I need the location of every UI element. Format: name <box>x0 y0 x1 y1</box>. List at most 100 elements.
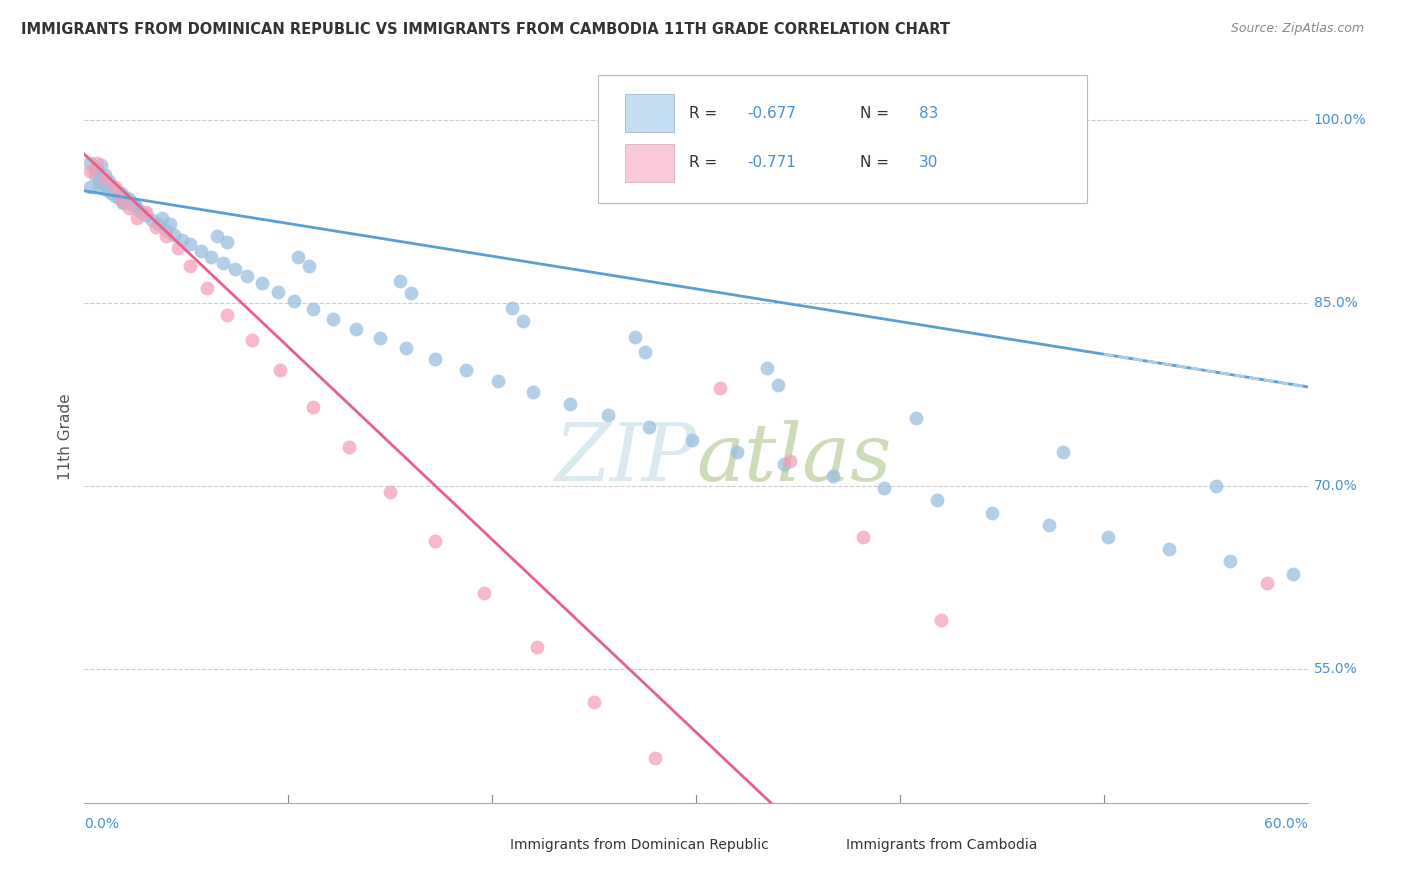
Point <box>368 331 391 345</box>
Point <box>124 198 146 212</box>
Point <box>96 183 118 197</box>
Point <box>167 241 190 255</box>
Point <box>190 244 212 258</box>
Point <box>709 381 731 395</box>
FancyBboxPatch shape <box>475 834 503 856</box>
Point <box>112 194 135 209</box>
Point <box>301 400 323 414</box>
Point <box>1219 554 1241 568</box>
Point <box>283 293 305 308</box>
Point <box>97 174 120 188</box>
Point <box>821 469 844 483</box>
Point <box>217 308 239 322</box>
FancyBboxPatch shape <box>598 75 1087 203</box>
FancyBboxPatch shape <box>626 144 673 182</box>
Point <box>779 454 801 468</box>
FancyBboxPatch shape <box>813 834 839 856</box>
Point <box>472 586 495 600</box>
Point <box>79 164 101 178</box>
Point <box>1052 444 1074 458</box>
Text: atlas: atlas <box>696 420 891 498</box>
Point <box>110 192 132 206</box>
Point <box>141 213 163 227</box>
Point <box>146 217 169 231</box>
Point <box>756 360 779 375</box>
Point <box>872 481 894 495</box>
Point <box>1256 576 1278 591</box>
Point <box>522 384 544 399</box>
Point <box>454 363 477 377</box>
Point <box>135 208 157 222</box>
Point <box>287 250 309 264</box>
Point <box>322 311 344 326</box>
Point <box>108 191 131 205</box>
Point <box>100 186 122 201</box>
FancyBboxPatch shape <box>626 94 673 132</box>
Point <box>1282 566 1305 581</box>
Text: -0.677: -0.677 <box>748 105 796 120</box>
Point <box>250 277 273 291</box>
Point <box>179 237 201 252</box>
Point <box>344 321 367 335</box>
Point <box>236 269 259 284</box>
Text: -0.771: -0.771 <box>748 155 796 170</box>
Point <box>681 433 703 447</box>
Point <box>558 397 581 411</box>
Point <box>399 286 422 301</box>
Point <box>339 440 361 454</box>
Point <box>118 201 141 215</box>
Point <box>110 186 132 201</box>
Text: 0.0%: 0.0% <box>84 817 120 831</box>
Point <box>91 177 114 191</box>
Point <box>83 168 105 182</box>
Point <box>423 533 446 548</box>
Point <box>224 261 246 276</box>
Text: 60.0%: 60.0% <box>1264 817 1308 831</box>
Point <box>93 171 115 186</box>
Point <box>200 250 222 264</box>
Point <box>122 198 145 212</box>
Point <box>512 314 534 328</box>
Point <box>101 180 124 194</box>
Point <box>486 374 509 388</box>
Point <box>135 204 157 219</box>
Point <box>159 217 181 231</box>
Point <box>90 158 112 172</box>
Point <box>624 330 647 344</box>
Point <box>526 640 548 654</box>
Y-axis label: 11th Grade: 11th Grade <box>58 393 73 481</box>
Point <box>772 457 794 471</box>
Point <box>766 377 789 392</box>
Text: 100.0%: 100.0% <box>1313 113 1367 128</box>
Point <box>87 174 110 188</box>
Point <box>155 223 177 237</box>
Point <box>145 220 167 235</box>
Point <box>163 227 186 242</box>
Point <box>101 186 124 201</box>
Text: N =: N = <box>860 105 894 120</box>
Text: Immigrants from Cambodia: Immigrants from Cambodia <box>846 838 1038 852</box>
Point <box>86 155 108 169</box>
Text: 30: 30 <box>918 155 938 170</box>
Text: 85.0%: 85.0% <box>1313 296 1358 310</box>
Point <box>423 352 446 367</box>
Point <box>852 530 875 544</box>
Point <box>269 363 291 377</box>
Text: N =: N = <box>860 155 894 170</box>
Point <box>980 506 1002 520</box>
Point <box>150 211 173 225</box>
Point <box>395 341 418 355</box>
Point <box>93 168 115 182</box>
Text: Immigrants from Dominican Republic: Immigrants from Dominican Republic <box>510 838 769 852</box>
Point <box>195 281 218 295</box>
Point <box>79 155 101 169</box>
Text: 70.0%: 70.0% <box>1313 479 1357 493</box>
Point <box>1205 479 1227 493</box>
Point <box>725 444 748 458</box>
Point <box>114 190 136 204</box>
Point <box>380 485 402 500</box>
Point <box>127 201 149 215</box>
Point <box>118 192 141 206</box>
Point <box>217 235 239 249</box>
Point <box>179 260 201 274</box>
